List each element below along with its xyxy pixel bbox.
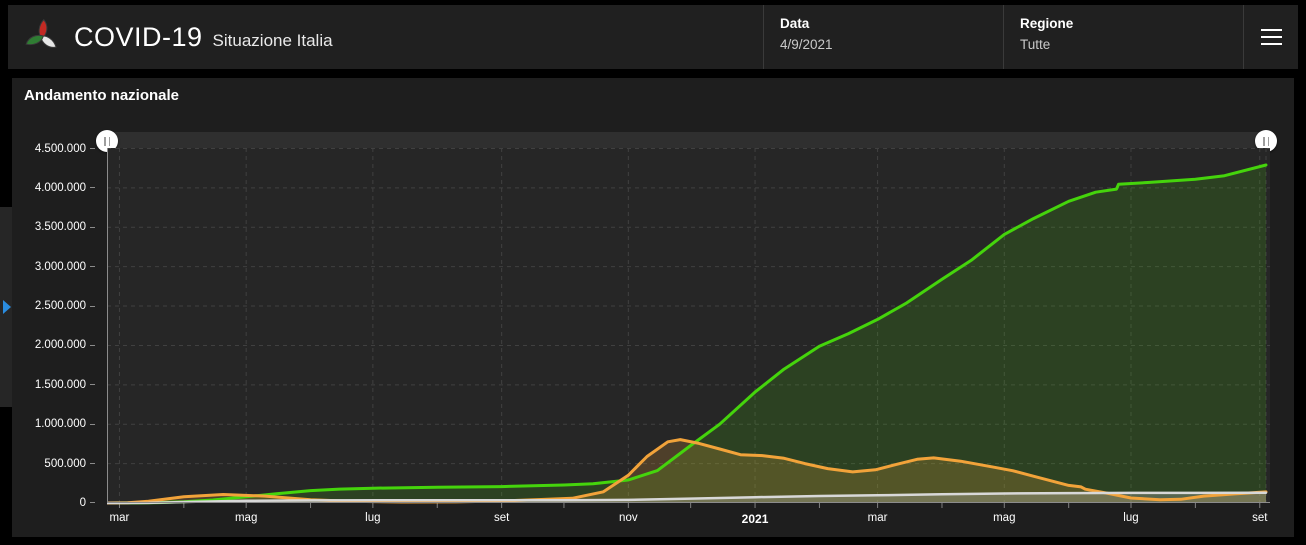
- x-axis-label: lug: [365, 512, 381, 524]
- x-axis-label: nov: [619, 512, 638, 524]
- app-logo-icon: [25, 18, 57, 48]
- grip-icon: [1263, 136, 1265, 146]
- x-axis-label: set: [493, 512, 510, 524]
- region-label: Regione: [1020, 16, 1074, 31]
- chart-plot[interactable]: [105, 148, 1270, 510]
- x-axis-label: set: [1252, 512, 1268, 524]
- hamburger-icon: [1260, 29, 1282, 31]
- time-range-slider-track[interactable]: [107, 132, 1271, 150]
- side-panel-expand-tab[interactable]: [0, 207, 12, 407]
- hamburger-icon: [1260, 43, 1282, 45]
- y-axis-label: 2.000.000: [12, 338, 95, 352]
- date-value: 4/9/2021: [780, 37, 833, 52]
- time-range-slider-right-handle[interactable]: [1255, 130, 1277, 152]
- app-title: COVID-19: [74, 21, 203, 52]
- date-label: Data: [780, 16, 810, 31]
- menu-button[interactable]: [1243, 5, 1298, 69]
- hamburger-icon: [1260, 36, 1282, 38]
- app-brand: COVID-19 Situazione Italia: [8, 5, 763, 69]
- app-subtitle: Situazione Italia: [212, 30, 333, 50]
- time-range-slider-left-handle[interactable]: [96, 130, 118, 152]
- y-axis-label: 3.000.000: [12, 260, 95, 274]
- panel-title: Andamento nazionale: [24, 87, 180, 104]
- region-field[interactable]: Regione Tutte: [1003, 5, 1243, 69]
- x-axis-label: mar: [867, 512, 888, 524]
- grip-icon: [104, 136, 106, 146]
- y-axis-label: 3.500.000: [12, 220, 95, 234]
- grip-icon: [1267, 136, 1269, 146]
- x-axis-label: mar: [109, 512, 130, 524]
- chart-plot-svg: [105, 148, 1270, 508]
- y-axis-label: 1.000.000: [12, 417, 95, 431]
- grip-icon: [108, 136, 110, 146]
- x-axis-labels: mar mag lug set nov 2021 mar mag lug set: [107, 512, 1271, 528]
- y-axis-labels: 0 500.000 1.000.000 1.500.000 2.000.000 2.500…: [12, 78, 95, 537]
- app-header: COVID-19 Situazione Italia Data 4/9/2021…: [8, 5, 1298, 69]
- region-value: Tutte: [1020, 37, 1051, 52]
- y-axis-label: 0: [12, 496, 95, 510]
- y-axis-label: 2.500.000: [12, 299, 95, 313]
- y-axis-label: 1.500.000: [12, 378, 95, 392]
- chevron-right-icon: [3, 300, 11, 314]
- x-axis-label: mag: [993, 512, 1016, 524]
- chart-panel: Andamento nazionale 0 500.000 1.000.000 1.5…: [12, 78, 1294, 537]
- x-axis-label: mag: [234, 512, 258, 524]
- y-axis-label: 4.500.000: [12, 142, 95, 156]
- x-axis-label: lug: [1123, 512, 1139, 524]
- y-axis-label: 500.000: [12, 457, 95, 471]
- date-field[interactable]: Data 4/9/2021: [763, 5, 1003, 69]
- x-axis-label: 2021: [741, 512, 769, 526]
- y-axis-label: 4.000.000: [12, 181, 95, 195]
